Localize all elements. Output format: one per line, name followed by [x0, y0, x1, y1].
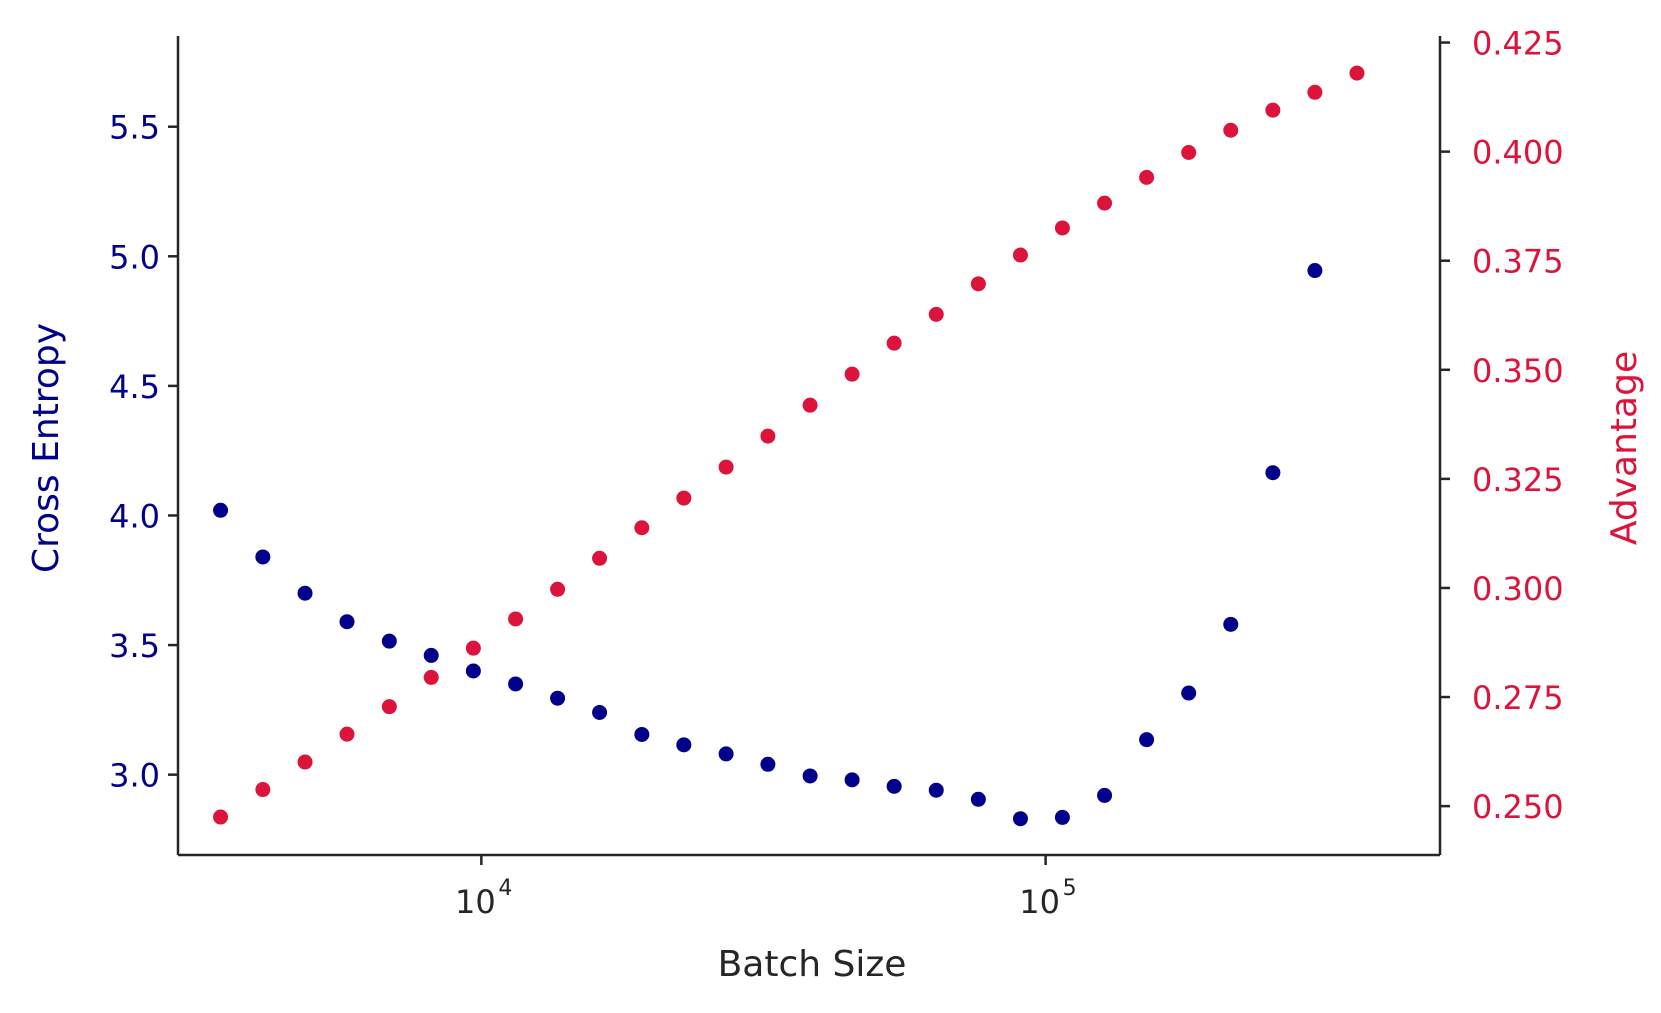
left-tick-label: 4.5: [109, 368, 160, 406]
cross-entropy-point: [1012, 811, 1028, 827]
x-tick-label-exponent: 5: [1063, 876, 1077, 901]
advantage-point: [297, 754, 313, 770]
advantage-point: [465, 640, 481, 656]
advantage-point: [508, 611, 524, 627]
axes-layer: 3.0 3.5 4.0 4.5 5.0 5.5 0.250 0.275 0.300 0.325 0.…: [109, 25, 1564, 921]
left-axis-label: Cross Entropy: [26, 323, 67, 573]
advantage-series: [213, 65, 1365, 825]
advantage-point: [592, 550, 608, 566]
advantage-point: [802, 397, 818, 413]
advantage-point: [1139, 169, 1155, 185]
right-axis-label: Advantage: [1604, 351, 1645, 545]
cross-entropy-point: [676, 737, 692, 753]
advantage-point: [423, 669, 439, 685]
right-tick-label: 0.325: [1472, 461, 1564, 499]
advantage-point: [1265, 102, 1281, 118]
right-tick-label: 0.300: [1472, 570, 1564, 608]
right-tick-label: 0.350: [1472, 352, 1564, 390]
advantage-point: [718, 459, 734, 475]
advantage-point: [1181, 145, 1197, 161]
right-tick-label: 0.275: [1472, 679, 1564, 717]
advantage-point: [760, 428, 776, 444]
cross-entropy-point: [1054, 809, 1070, 825]
advantage-point: [213, 809, 229, 825]
advantage-point: [844, 366, 860, 382]
advantage-point: [339, 726, 355, 742]
cross-entropy-point: [718, 746, 734, 762]
advantage-point: [634, 520, 650, 536]
cross-entropy-point: [1097, 787, 1113, 803]
advantage-point: [970, 276, 986, 292]
cross-entropy-point: [465, 663, 481, 679]
left-tick-label: 5.5: [109, 109, 160, 147]
cross-entropy-point: [1265, 465, 1281, 481]
x-tick-label-exponent: 4: [498, 876, 512, 901]
left-tick-label: 5.0: [109, 238, 160, 276]
cross-entropy-point: [381, 633, 397, 649]
x-tick-label: 10: [1019, 883, 1060, 921]
cross-entropy-point: [297, 585, 313, 601]
cross-entropy-point: [886, 778, 902, 794]
cross-entropy-point: [339, 614, 355, 630]
cross-entropy-point: [255, 549, 271, 565]
left-tick-label: 3.5: [109, 627, 160, 665]
right-tick-label: 0.425: [1472, 25, 1564, 63]
advantage-point: [550, 581, 566, 597]
cross-entropy-point: [928, 782, 944, 798]
cross-entropy-series: [213, 263, 1323, 827]
cross-entropy-point: [592, 704, 608, 720]
cross-entropy-point: [550, 690, 566, 706]
advantage-point: [1012, 247, 1028, 263]
advantage-point: [1097, 195, 1113, 211]
cross-entropy-point: [970, 791, 986, 807]
cross-entropy-point: [213, 502, 229, 518]
advantage-point: [676, 490, 692, 506]
cross-entropy-point: [508, 676, 524, 692]
cross-entropy-point: [1139, 732, 1155, 748]
left-tick-label: 4.0: [109, 497, 160, 535]
right-tick-label: 0.400: [1472, 134, 1564, 172]
right-tick-label: 0.250: [1472, 788, 1564, 826]
x-tick-label: 10: [455, 883, 496, 921]
advantage-point: [1223, 122, 1239, 138]
cross-entropy-point: [1307, 263, 1323, 279]
labels-layer: Batch Size Cross Entropy Advantage: [26, 323, 1645, 985]
advantage-point: [381, 699, 397, 715]
cross-entropy-point: [844, 772, 860, 788]
advantage-point: [1349, 65, 1365, 81]
cross-entropy-point: [1181, 685, 1197, 701]
advantage-point: [886, 335, 902, 351]
cross-entropy-point: [423, 647, 439, 663]
x-axis-label: Batch Size: [718, 944, 907, 985]
advantage-point: [255, 782, 271, 798]
cross-entropy-point: [802, 768, 818, 784]
advantage-point: [928, 306, 944, 322]
right-tick-label: 0.375: [1472, 243, 1564, 281]
cross-entropy-point: [760, 756, 776, 772]
advantage-point: [1307, 84, 1323, 100]
advantage-point: [1054, 220, 1070, 236]
cross-entropy-point: [634, 726, 650, 742]
cross-entropy-point: [1223, 616, 1239, 632]
left-tick-label: 3.0: [109, 757, 160, 795]
marks-layer: [213, 65, 1365, 827]
